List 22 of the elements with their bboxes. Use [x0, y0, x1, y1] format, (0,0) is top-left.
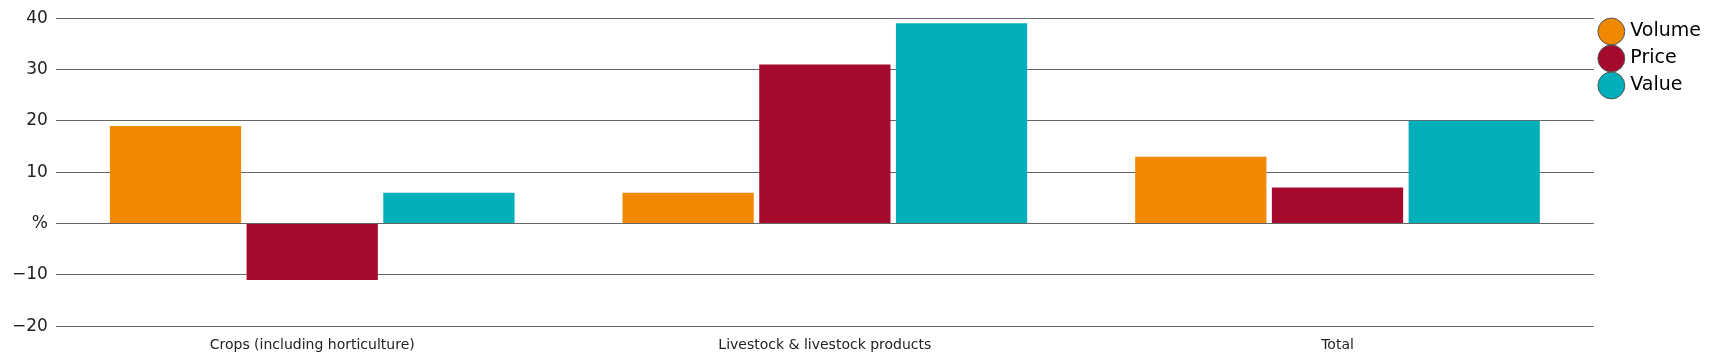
y-tick-label: −10 [11, 263, 48, 284]
bar [622, 192, 754, 224]
bar [759, 64, 891, 224]
legend-label: Volume [1630, 18, 1702, 41]
y-tick-label: −20 [11, 314, 48, 335]
bar [383, 192, 515, 224]
legend-label: Value [1630, 72, 1683, 95]
x-tick-label: Crops (including horticulture) [209, 336, 415, 353]
x-tick-label: Livestock & livestock products [718, 336, 932, 353]
y-tick-label: 10 [26, 160, 48, 181]
bar [895, 23, 1028, 224]
bar [1135, 156, 1267, 224]
y-tick-label: 20 [26, 109, 48, 130]
bar [246, 224, 378, 280]
y-tick-label: % [31, 211, 48, 232]
x-tick-label: Total [1320, 336, 1354, 353]
bar [109, 126, 242, 224]
bar [1271, 187, 1404, 224]
bar [1408, 120, 1540, 224]
y-tick-label: 40 [26, 6, 48, 27]
legend-label: Price [1630, 45, 1677, 68]
y-tick-label: 30 [26, 57, 48, 78]
